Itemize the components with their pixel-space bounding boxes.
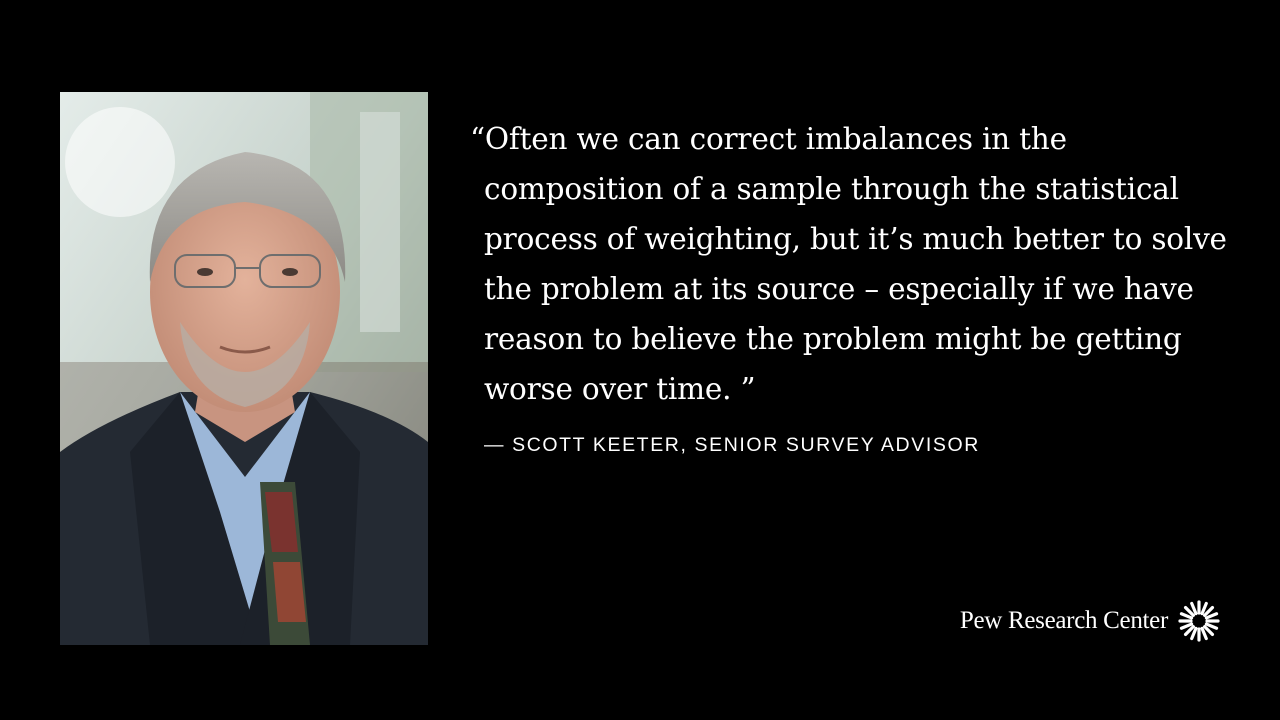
quote-line: process of weighting, but it’s much bett… (484, 222, 1227, 256)
brand-logo: Pew Research Center (960, 600, 1220, 642)
quote-line: the problem at its source – especially i… (484, 272, 1194, 306)
quote-line: “Often we can correct imbalances in the (470, 122, 1067, 156)
quote-attribution: — SCOTT KEETER, SENIOR SURVEY ADVISOR (484, 434, 980, 456)
starburst-logo-icon (1178, 600, 1220, 642)
quote-line: composition of a sample through the stat… (484, 172, 1179, 206)
brand-name: Pew Research Center (959, 607, 1168, 634)
quote-line: worse over time. ” (484, 372, 756, 406)
quote-line: reason to believe the problem might be g… (484, 322, 1182, 356)
quote-block: “Often we can correct imbalances in the … (470, 114, 1230, 457)
portrait-photo (60, 92, 428, 645)
